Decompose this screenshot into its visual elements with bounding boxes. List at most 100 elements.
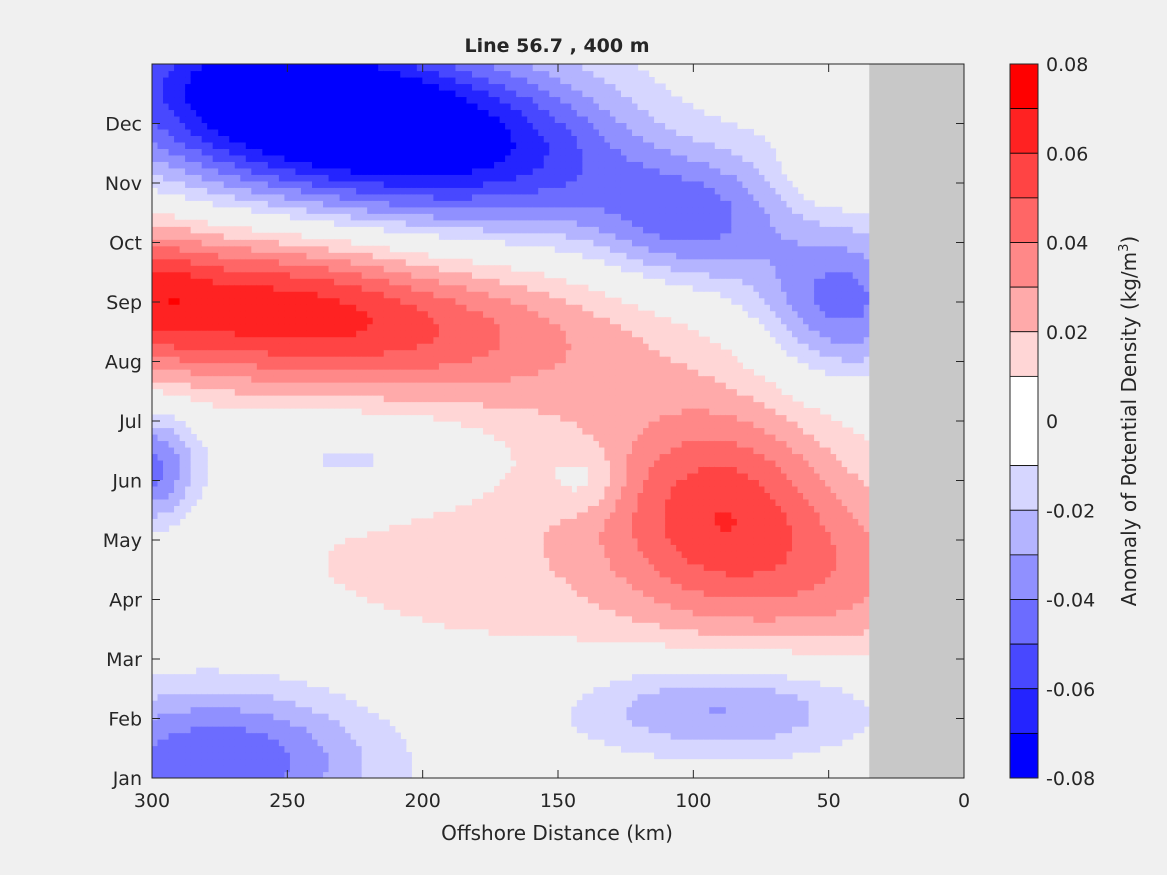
contour-cell <box>278 200 286 208</box>
contour-cell <box>273 349 280 357</box>
contour-cell <box>521 589 528 597</box>
contour-cell <box>334 758 341 766</box>
contour-cell <box>521 200 528 208</box>
contour-cell <box>433 271 440 279</box>
contour-cell <box>300 271 308 279</box>
contour-cell <box>367 154 374 162</box>
contour-cell <box>229 76 236 85</box>
contour-cell <box>416 291 423 299</box>
contour-cell <box>174 382 181 390</box>
contour-cell <box>394 271 401 279</box>
contour-cell <box>499 102 506 111</box>
contour-cell <box>372 128 379 136</box>
contour-cell <box>339 401 346 409</box>
contour-cell <box>521 64 528 72</box>
contour-cell <box>262 193 269 201</box>
contour-cell <box>278 304 286 312</box>
contour-cell <box>400 310 407 318</box>
contour-cell <box>499 291 506 299</box>
contour-cell <box>234 401 241 409</box>
contour-cell <box>483 369 490 377</box>
contour-cell <box>229 771 236 778</box>
contour-cell <box>383 408 390 416</box>
contour-cell <box>323 700 330 708</box>
contour-cell <box>174 102 181 111</box>
contour-cell <box>477 589 484 597</box>
contour-cell <box>278 758 286 766</box>
contour-cell <box>532 408 539 416</box>
contour-cell <box>444 232 451 240</box>
contour-cell <box>174 167 181 175</box>
contour-cell <box>411 154 418 162</box>
contour-cell <box>422 310 429 318</box>
contour-cell <box>262 674 269 682</box>
contour-cell <box>245 76 252 85</box>
contour-cell <box>251 122 258 130</box>
contour-cell <box>207 395 214 403</box>
contour-cell <box>339 148 346 156</box>
contour-cell <box>527 446 534 455</box>
contour-cell <box>460 615 468 623</box>
contour-cell <box>196 349 203 357</box>
contour-cell <box>532 453 539 461</box>
contour-cell <box>494 174 501 182</box>
contour-cell <box>256 674 263 682</box>
contour-cell <box>289 388 297 396</box>
contour-cell <box>488 544 495 552</box>
contour-cell <box>323 706 330 714</box>
contour-cell <box>163 440 170 448</box>
contour-cell <box>400 193 407 201</box>
contour-cell <box>168 674 175 682</box>
contour-cell <box>323 343 330 351</box>
contour-cell <box>499 343 506 351</box>
contour-cell <box>444 161 451 169</box>
contour-cell <box>488 570 495 578</box>
contour-cell <box>174 369 181 377</box>
contour-cell <box>163 674 170 682</box>
contour-cell <box>278 706 286 714</box>
contour-cell <box>510 414 517 422</box>
contour-cell <box>372 323 379 331</box>
contour-cell <box>223 135 230 143</box>
contour-cell <box>444 180 451 188</box>
contour-cell <box>411 524 418 532</box>
contour-cell <box>394 83 401 91</box>
contour-cell <box>229 245 236 253</box>
contour-cell <box>438 511 446 519</box>
contour-cell <box>527 511 534 519</box>
contour-cell <box>240 291 247 299</box>
contour-cell <box>284 732 291 740</box>
contour-cell <box>532 609 539 617</box>
contour-cell <box>201 310 208 318</box>
contour-cell <box>433 369 440 377</box>
contour-cell <box>163 323 170 331</box>
contour-cell <box>212 141 219 149</box>
contour-cell <box>229 687 236 695</box>
contour-cell <box>262 167 269 175</box>
contour-cell <box>234 687 241 695</box>
contour-cell <box>394 524 401 532</box>
contour-cell <box>229 187 236 195</box>
contour-cell <box>405 771 412 778</box>
contour-cell <box>494 622 501 630</box>
contour-cell <box>394 109 401 117</box>
contour-cell <box>361 752 368 760</box>
contour-cell <box>323 193 330 201</box>
contour-cell <box>422 563 429 571</box>
contour-cell <box>422 291 429 299</box>
contour-cell <box>527 330 534 338</box>
contour-cell <box>190 317 197 325</box>
contour-cell <box>201 89 208 98</box>
contour-cell <box>339 382 346 390</box>
contour-cell <box>400 141 407 149</box>
contour-cell <box>234 739 241 747</box>
contour-cell <box>516 135 523 143</box>
contour-cell <box>152 498 159 506</box>
contour-cell <box>256 375 263 383</box>
contour-cell <box>218 771 225 778</box>
contour-cell <box>405 200 412 208</box>
contour-cell <box>499 388 506 396</box>
contour-cell <box>394 557 401 565</box>
contour-cell <box>455 64 462 72</box>
contour-cell <box>312 245 319 253</box>
